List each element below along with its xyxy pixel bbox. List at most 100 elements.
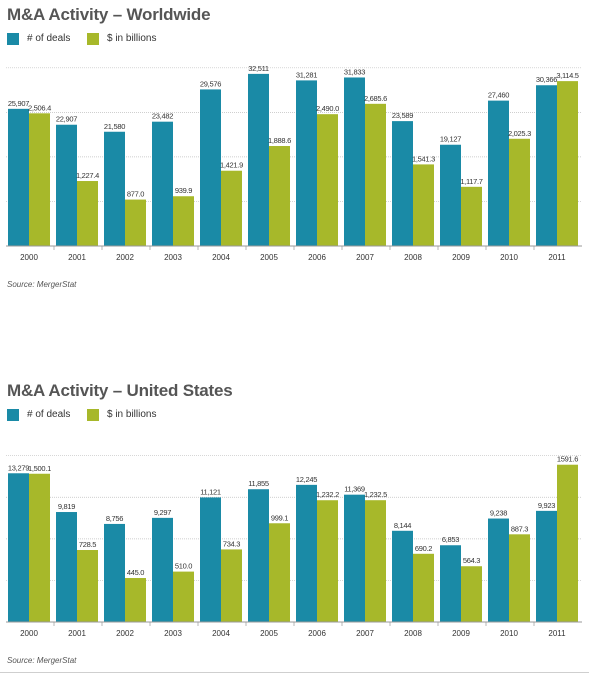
data-label-deals: 8,756 bbox=[106, 514, 123, 523]
data-label-deals: 8,144 bbox=[394, 521, 411, 530]
data-label-deals: 23,482 bbox=[152, 112, 173, 121]
data-label-deals: 11,121 bbox=[200, 487, 221, 496]
bar-dollars bbox=[413, 553, 434, 622]
data-label-dollars: 2,506.4 bbox=[28, 103, 51, 112]
bar-dollars bbox=[125, 199, 146, 246]
data-label-deals: 6,853 bbox=[442, 535, 459, 544]
data-label-dollars: 564.3 bbox=[463, 556, 480, 565]
source-note: Source: MergerStat bbox=[7, 656, 77, 665]
data-label-dollars: 1,421.9 bbox=[220, 161, 243, 170]
worldwide-chart: M&A Activity – Worldwide # of deals $ in… bbox=[6, 5, 582, 289]
bar-deals bbox=[152, 121, 173, 246]
bar-dollars bbox=[317, 114, 338, 246]
chart-title: M&A Activity – Worldwide bbox=[7, 5, 211, 24]
bar-deals bbox=[392, 530, 413, 622]
data-label-deals: 23,589 bbox=[392, 111, 413, 120]
bar-deals bbox=[104, 523, 125, 622]
data-label-deals: 19,127 bbox=[440, 135, 461, 144]
x-tick-label: 2004 bbox=[212, 629, 230, 638]
x-tick-label: 2009 bbox=[452, 253, 470, 262]
bar-dollars bbox=[461, 566, 482, 622]
data-label-deals: 29,576 bbox=[200, 79, 221, 88]
data-label-deals: 31,281 bbox=[296, 70, 317, 79]
data-label-dollars: 2,025.3 bbox=[508, 129, 531, 138]
bar-dollars bbox=[557, 464, 578, 622]
legend-label-deals: # of deals bbox=[27, 33, 71, 44]
data-label-deals: 11,369 bbox=[344, 485, 365, 494]
bar-dollars bbox=[173, 196, 194, 246]
x-tick-label: 2000 bbox=[20, 629, 38, 638]
data-label-deals: 11,855 bbox=[248, 479, 269, 488]
x-tick-label: 2008 bbox=[404, 629, 422, 638]
bar-dollars bbox=[365, 500, 386, 622]
bar-deals bbox=[152, 517, 173, 622]
x-tick-label: 2011 bbox=[548, 629, 566, 638]
x-tick-label: 2007 bbox=[356, 629, 374, 638]
x-tick-label: 2003 bbox=[164, 253, 182, 262]
bar-deals bbox=[536, 85, 557, 246]
bar-dollars bbox=[269, 523, 290, 622]
data-label-dollars: 1,541.3 bbox=[412, 154, 435, 163]
bar-dollars bbox=[317, 500, 338, 622]
x-tick-label: 2000 bbox=[20, 253, 38, 262]
bar-dollars bbox=[413, 164, 434, 246]
x-tick-label: 2006 bbox=[308, 629, 326, 638]
x-tick-label: 2010 bbox=[500, 253, 518, 262]
bar-deals bbox=[56, 512, 77, 622]
x-tick-label: 2007 bbox=[356, 253, 374, 262]
data-label-dollars: 1,232.2 bbox=[316, 490, 339, 499]
bar-dollars bbox=[269, 146, 290, 246]
bar-dollars bbox=[461, 186, 482, 246]
bar-deals bbox=[488, 100, 509, 246]
bar-dollars bbox=[509, 138, 530, 246]
bar-dollars bbox=[29, 473, 50, 622]
data-label-deals: 22,907 bbox=[56, 115, 77, 124]
source-note: Source: MergerStat bbox=[7, 280, 77, 289]
data-label-dollars: 887.3 bbox=[511, 524, 528, 533]
data-label-dollars: 1,227.4 bbox=[76, 171, 99, 180]
legend-label-deals: # of deals bbox=[27, 409, 71, 420]
x-tick-label: 2009 bbox=[452, 629, 470, 638]
x-tick-label: 2005 bbox=[260, 629, 278, 638]
data-label-dollars: 734.3 bbox=[223, 539, 240, 548]
data-label-dollars: 999.1 bbox=[271, 513, 288, 522]
legend-swatch-dollars bbox=[87, 33, 99, 45]
bar-deals bbox=[200, 497, 221, 622]
bar-dollars bbox=[221, 549, 242, 622]
data-label-deals: 9,297 bbox=[154, 508, 171, 517]
data-label-dollars: 728.5 bbox=[79, 540, 96, 549]
legend-swatch-deals bbox=[7, 33, 19, 45]
chart-title: M&A Activity – United States bbox=[7, 381, 233, 400]
x-tick-label: 2008 bbox=[404, 253, 422, 262]
data-label-dollars: 3,114.5 bbox=[556, 71, 578, 80]
data-label-deals: 30,366 bbox=[536, 75, 557, 84]
bar-deals bbox=[296, 80, 317, 246]
data-label-deals: 21,580 bbox=[104, 122, 125, 131]
bar-deals bbox=[56, 124, 77, 246]
data-label-dollars: 445.0 bbox=[127, 568, 144, 577]
bar-dollars bbox=[125, 578, 146, 622]
x-tick-label: 2002 bbox=[116, 629, 134, 638]
data-label-dollars: 1,117.7 bbox=[460, 177, 482, 186]
x-tick-label: 2001 bbox=[68, 629, 86, 638]
bar-deals bbox=[440, 545, 461, 622]
data-label-dollars: 510.0 bbox=[175, 562, 192, 571]
x-tick-label: 2003 bbox=[164, 629, 182, 638]
x-tick-label: 2005 bbox=[260, 253, 278, 262]
data-label-dollars: 939.9 bbox=[175, 186, 192, 195]
x-tick-label: 2010 bbox=[500, 629, 518, 638]
legend-label-dollars: $ in billions bbox=[107, 33, 157, 44]
bar-deals bbox=[440, 144, 461, 246]
bar-deals bbox=[248, 489, 269, 622]
data-label-deals: 25,907 bbox=[8, 99, 29, 108]
data-label-dollars: 1,888.6 bbox=[268, 136, 291, 145]
bar-deals bbox=[392, 121, 413, 246]
bar-deals bbox=[8, 473, 29, 622]
bar-deals bbox=[104, 131, 125, 246]
bar-deals bbox=[248, 73, 269, 247]
bar-dollars bbox=[29, 113, 50, 247]
bar-dollars bbox=[365, 103, 386, 247]
bar-deals bbox=[200, 89, 221, 246]
